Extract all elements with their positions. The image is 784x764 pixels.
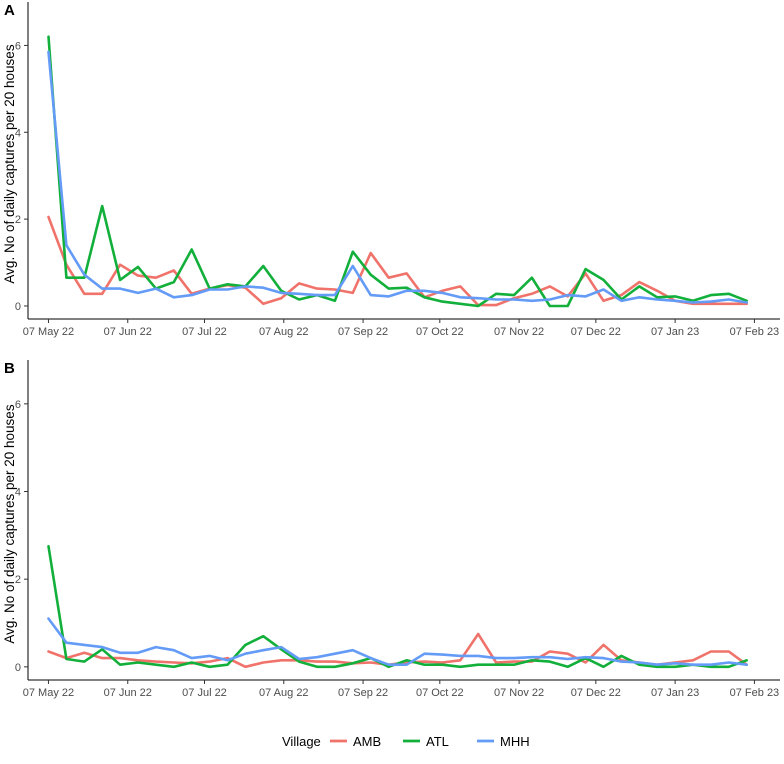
x-tick-label: 07 Jan 23 bbox=[651, 326, 699, 338]
x-tick-label: 07 Jan 23 bbox=[651, 687, 699, 699]
panel-a: A Avg. No of daily captures per 20 house… bbox=[2, 2, 780, 338]
panel-b-axes bbox=[27, 360, 780, 681]
x-tick-label: 07 May 22 bbox=[23, 687, 74, 699]
legend-title: Village bbox=[282, 734, 321, 749]
panel-b-series-lines bbox=[47, 544, 749, 669]
panel-b-y-axis-title: Avg. No of daily captures per 20 houses bbox=[2, 404, 17, 643]
series-line-mhh bbox=[47, 617, 749, 667]
panel-b-tag: B bbox=[4, 360, 15, 377]
legend-label-amb: AMB bbox=[353, 734, 381, 749]
x-tick-label: 07 Feb 23 bbox=[730, 687, 780, 699]
legend-label-atl: ATL bbox=[426, 734, 449, 749]
panel-a-series-lines bbox=[47, 35, 749, 308]
x-tick-label: 07 Feb 23 bbox=[730, 326, 780, 338]
y-tick-label: 6 bbox=[15, 399, 21, 411]
x-tick-label: 07 Oct 22 bbox=[416, 687, 464, 699]
x-tick-label: 07 Aug 22 bbox=[259, 687, 309, 699]
y-tick-label: 2 bbox=[15, 214, 21, 226]
panel-a-axes bbox=[27, 2, 780, 320]
x-tick-label: 07 Jun 22 bbox=[104, 326, 152, 338]
x-tick-label: 07 Sep 22 bbox=[338, 687, 388, 699]
x-tick-label: 07 Aug 22 bbox=[259, 326, 309, 338]
y-tick-label: 6 bbox=[15, 40, 21, 52]
y-tick-label: 4 bbox=[15, 487, 21, 499]
x-tick-label: 07 Sep 22 bbox=[338, 326, 388, 338]
panel-b-x-ticks: 07 May 22 07 Jun 22 07 Jul 22 07 Aug 22 07 S… bbox=[23, 680, 779, 699]
y-tick-label: 2 bbox=[15, 574, 21, 586]
x-tick-label: 07 Jul 22 bbox=[182, 687, 227, 699]
x-tick-label: 07 Nov 22 bbox=[494, 687, 544, 699]
x-tick-label: 07 Oct 22 bbox=[416, 326, 464, 338]
legend: Village AMB ATL MHH bbox=[282, 734, 530, 749]
x-tick-label: 07 May 22 bbox=[23, 326, 74, 338]
y-tick-label: 0 bbox=[15, 662, 21, 674]
panel-b: B Avg. No of daily captures per 20 house… bbox=[2, 360, 780, 699]
x-tick-label: 07 Dec 22 bbox=[571, 687, 621, 699]
x-tick-label: 07 Jun 22 bbox=[104, 687, 152, 699]
legend-items: AMB ATL MHH bbox=[330, 734, 530, 749]
panel-b-y-ticks: 0 2 4 6 bbox=[15, 399, 28, 674]
panel-a-tag: A bbox=[4, 2, 15, 19]
panel-a-y-axis-title: Avg. No of daily captures per 20 houses bbox=[2, 44, 17, 283]
y-tick-label: 4 bbox=[15, 127, 21, 139]
x-tick-label: 07 Jul 22 bbox=[182, 326, 227, 338]
y-tick-label: 0 bbox=[15, 301, 21, 313]
series-line-mhh bbox=[47, 50, 749, 304]
x-tick-label: 07 Nov 22 bbox=[494, 326, 544, 338]
panel-a-y-ticks: 0 2 4 6 bbox=[15, 40, 28, 313]
panel-a-x-ticks: 07 May 22 07 Jun 22 07 Jul 22 07 Aug 22 07 S… bbox=[23, 319, 779, 338]
legend-label-mhh: MHH bbox=[500, 734, 530, 749]
series-line-amb bbox=[47, 215, 749, 307]
x-tick-label: 07 Dec 22 bbox=[571, 326, 621, 338]
series-line-atl bbox=[47, 35, 749, 308]
